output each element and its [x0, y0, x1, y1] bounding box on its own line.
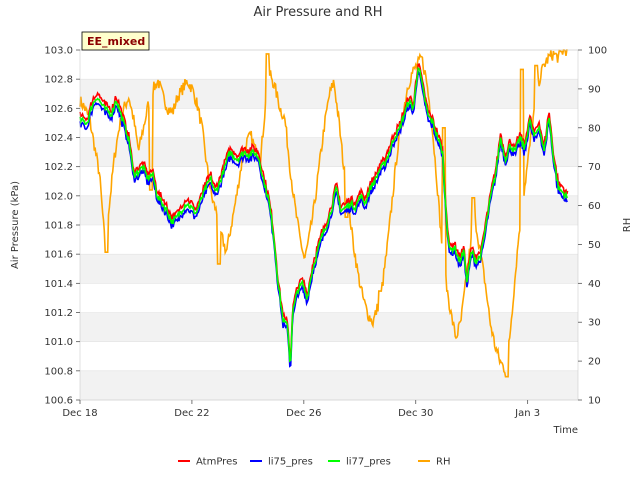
ee-mixed-badge: EE_mixed — [81, 31, 150, 51]
legend-label: li75_pres — [268, 457, 313, 468]
plot-area — [79, 49, 579, 401]
x-tick-label: Dec 22 — [174, 408, 209, 419]
series-line-li77-pres — [79, 66, 569, 363]
y-axis-title: Air Pressure (kPa) — [10, 181, 21, 269]
y-tick-label: 101.8 — [44, 221, 73, 232]
legend: AtmPres li75_pres li77_pres RH — [178, 457, 450, 468]
y2-tick-label: 90 — [588, 84, 601, 95]
y2-axis-title: RH — [622, 218, 633, 232]
x-axis: Dec 18 Dec 22 Dec 26 Dec 30 Jan 3 — [62, 400, 540, 419]
y-tick-label: 102.6 — [44, 104, 73, 115]
y-tick-label: 103.0 — [44, 46, 73, 57]
y-tick-label: 100.6 — [44, 396, 73, 407]
y2-tick-label: 70 — [588, 162, 601, 173]
x-tick-label: Jan 3 — [514, 408, 540, 419]
y-tick-label: 102.0 — [44, 191, 73, 202]
legend-label: li77_pres — [346, 457, 391, 468]
y-tick-label: 102.8 — [44, 75, 73, 86]
grid-band — [80, 312, 578, 342]
y2-tick-label: 80 — [588, 123, 601, 134]
grid-band — [80, 254, 578, 284]
series-layer — [79, 49, 569, 378]
y2-tick-label: 60 — [588, 201, 601, 212]
y2-tick-label: 40 — [588, 279, 601, 290]
y-tick-label: 101.0 — [44, 337, 73, 348]
x-tick-label: Dec 26 — [286, 408, 321, 419]
series-line-rh — [79, 49, 568, 378]
y2-tick-label: 50 — [588, 240, 601, 251]
legend-label: RH — [436, 457, 450, 468]
y-tick-label: 101.2 — [44, 308, 73, 319]
y-tick-label: 102.4 — [44, 133, 73, 144]
y2-tick-label: 20 — [588, 357, 601, 368]
y-tick-label: 102.2 — [44, 162, 73, 173]
y-tick-label: 101.4 — [44, 279, 73, 290]
chart-title: Air Pressure and RH — [253, 5, 382, 20]
y2-tick-label: 100 — [588, 46, 607, 57]
x-axis-title: Time — [553, 425, 578, 436]
y-axis-right: 10 20 30 40 50 60 70 80 90 100 — [578, 46, 607, 407]
y-axis-left: 100.6 100.8 101.0 101.2 101.4 101.6 101.8 102.0… — [44, 46, 80, 407]
grid-band — [80, 370, 578, 400]
x-tick-label: Dec 18 — [62, 408, 97, 419]
grid-band — [80, 137, 578, 167]
y2-tick-label: 10 — [588, 396, 601, 407]
y-tick-label: 100.8 — [44, 366, 73, 377]
y2-tick-label: 30 — [588, 318, 601, 329]
x-tick-label: Dec 30 — [398, 408, 433, 419]
badge-box — [81, 31, 150, 51]
y-tick-label: 101.6 — [44, 250, 73, 261]
legend-label: AtmPres — [196, 457, 237, 468]
badge-label: EE_mixed — [87, 35, 145, 48]
